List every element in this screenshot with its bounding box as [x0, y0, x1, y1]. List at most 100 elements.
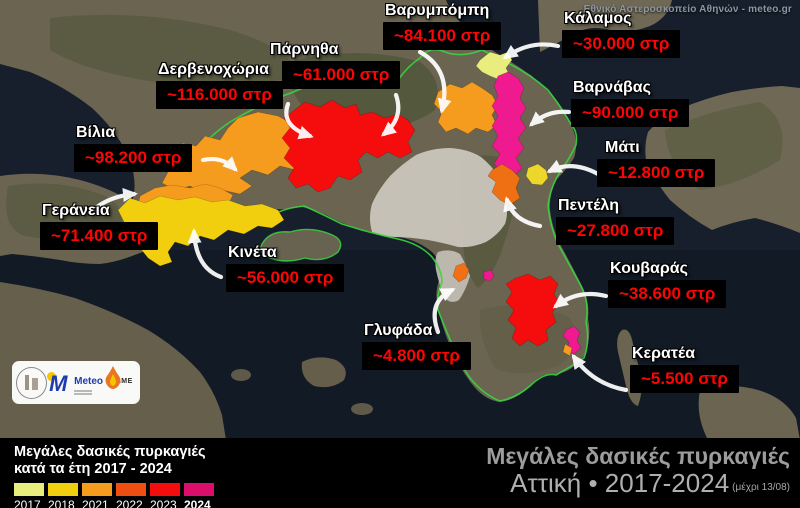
fire-area-keratea [562, 325, 582, 355]
year-label: 2021 [82, 498, 109, 508]
swatch-2022 [116, 483, 146, 497]
label-kineta: Κινέτα ~56.000 στρ [226, 244, 345, 292]
footer-title-suffix: (μέχρι 13/08) [732, 482, 790, 494]
terrain-kithairon [50, 14, 300, 87]
island-kea [698, 386, 800, 440]
arrow-mati [546, 159, 601, 177]
legend-swatches [14, 483, 218, 497]
flame-logo: FLAME [103, 365, 136, 400]
location-name: Κάλαμος [564, 10, 632, 27]
location-name: Πεντέλη [558, 197, 620, 214]
arrow-parnitha [380, 92, 401, 137]
islet-patroklos [351, 403, 373, 415]
meteo-tagline [74, 389, 103, 395]
fire-area-mati [525, 163, 549, 186]
landmass-salamina [260, 229, 341, 261]
location-name: Βαρνάβας [573, 79, 651, 96]
location-name: Βαρυμπόμπη [385, 2, 490, 19]
arrow-glyfada [432, 287, 456, 335]
area-value-box: ~38.600 στρ [608, 280, 727, 308]
area-value-box: ~84.100 στρ [383, 22, 502, 50]
location-name: Βίλια [76, 124, 116, 141]
fire-area-kouvaras [505, 273, 561, 347]
label-vilia: Βίλια ~98.200 στρ [74, 124, 193, 172]
arrow-varnavas [528, 109, 572, 127]
swatch-2017 [14, 483, 44, 497]
area-value-box: ~116.000 στρ [156, 81, 283, 109]
meteo-logo-text: Meteo [74, 375, 104, 387]
year-label: 2023 [150, 498, 177, 508]
label-varnavas: Βαρνάβας ~90.000 στρ [571, 79, 690, 127]
area-value-box: ~27.800 στρ [556, 217, 675, 245]
islet-west [231, 369, 251, 381]
swatch-2024 [184, 483, 214, 497]
legend-year-labels: 2017 2018 2021 2022 2023 2024 [14, 498, 218, 508]
island-aegina [301, 357, 346, 388]
location-name: Δερβενοχώρια [158, 61, 270, 78]
label-dervenochoria: Δερβενοχώρια ~116.000 στρ [156, 61, 283, 109]
location-name: Κινέτα [228, 244, 277, 261]
arrow-vilia [200, 156, 238, 172]
location-name: Πάρνηθα [270, 41, 339, 58]
label-gerania: Γεράνεια ~71.400 στρ [40, 202, 159, 250]
arrow-keratea [571, 353, 629, 393]
location-name: Κουβαράς [610, 260, 688, 277]
fire-area-glyfada [452, 262, 470, 283]
area-value-box: ~12.800 στρ [597, 159, 716, 187]
label-mati: Μάτι ~12.800 στρ [597, 139, 716, 187]
arrow-gerania [94, 188, 138, 210]
swatch-2021 [82, 483, 112, 497]
meteo-m-icon: M [47, 370, 68, 396]
area-value-box: ~98.200 στρ [74, 144, 193, 172]
salamina-border-line [259, 228, 342, 262]
arrow-kineta [187, 228, 224, 280]
label-penteli: Πεντέλη ~27.800 στρ [556, 197, 675, 245]
fire-area-varybobi [433, 81, 499, 135]
arrow-penteli [503, 196, 543, 229]
swatch-2018 [48, 483, 78, 497]
footer-title: Μεγάλες δασικές πυρκαγιές Αττική • 2017-… [486, 443, 790, 499]
fire-area-keratea-orange [562, 343, 573, 357]
footer-title-line1: Μεγάλες δασικές πυρκαγιές [486, 443, 790, 469]
location-name: Κερατέα [632, 345, 696, 362]
arrow-dervenochoria [284, 101, 314, 140]
area-value-box: ~90.000 στρ [571, 99, 690, 127]
area-value-box: ~61.000 στρ [282, 61, 401, 89]
year-label: 2018 [48, 498, 75, 508]
location-name: Γλυφάδα [364, 322, 433, 339]
athens-urban-area [370, 148, 507, 248]
area-value-box: ~4.800 στρ [362, 342, 471, 370]
arrow-varybobi [417, 49, 452, 114]
swatch-2023 [150, 483, 180, 497]
label-varybobi: Βαρυμπόμπη ~84.100 στρ [383, 2, 502, 50]
location-name: Μάτι [605, 139, 640, 156]
area-value-box: ~56.000 στρ [226, 264, 345, 292]
observatory-seal-logo [16, 366, 48, 399]
flame-icon [105, 365, 121, 389]
label-parnitha: Πάρνηθα ~61.000 στρ [268, 41, 401, 89]
arrow-kalamos [502, 42, 561, 60]
year-label: 2017 [14, 498, 41, 508]
legend-title-line1: Μεγάλες δασικές πυρκαγιές [14, 444, 206, 460]
label-glyfada: Γλυφάδα ~4.800 στρ [362, 322, 471, 370]
logo-panel: M Meteo FLAME [12, 361, 140, 404]
label-kouvaras: Κουβαράς ~38.600 στρ [608, 260, 727, 308]
footer-title-line2: Αττική • 2017-2024 (μέχρι 13/08) [510, 468, 790, 499]
location-name: Γεράνεια [42, 202, 110, 219]
area-value-box: ~30.000 στρ [562, 30, 681, 58]
year-label: 2022 [116, 498, 143, 508]
attribution-text: Εθνικό Αστεροσκοπείο Αθηνών - meteo.gr [583, 4, 792, 15]
label-kalamos: Κάλαμος ~30.000 στρ [562, 10, 681, 58]
label-keratea: Κερατέα ~5.500 στρ [630, 345, 739, 393]
legend: Μεγάλες δασικές πυρκαγιές κατά τα έτη 20… [14, 444, 218, 508]
arrow-kouvaras [552, 291, 609, 309]
landmass-euboea-north [538, 0, 672, 52]
area-value-box: ~71.400 στρ [40, 222, 159, 250]
year-label-2024: 2024 [184, 498, 211, 508]
bottom-bar: Μεγάλες δασικές πυρκαγιές κατά τα έτη 20… [0, 438, 800, 508]
legend-title-line2: κατά τα έτη 2017 - 2024 [14, 461, 172, 478]
area-value-box: ~5.500 στρ [630, 365, 739, 393]
meteo-logo: M Meteo [47, 370, 104, 396]
fire-area-hymettus-small [483, 269, 495, 282]
